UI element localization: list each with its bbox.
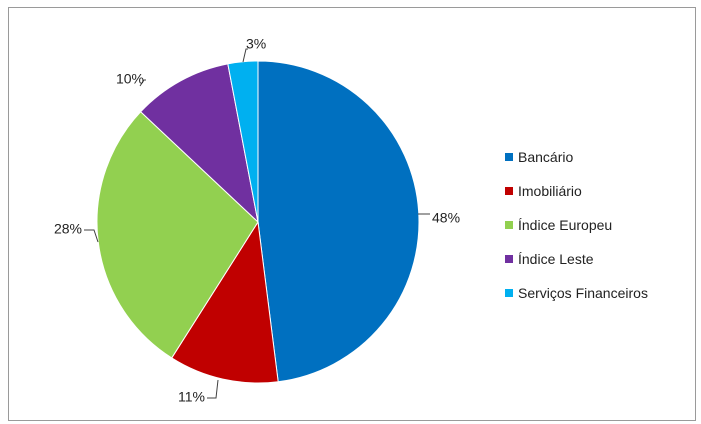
legend-swatch-0 xyxy=(505,153,513,161)
data-labels: 48% 11% 28% 10% 3% xyxy=(54,36,460,405)
leader-line-1 xyxy=(207,379,219,399)
legend-item-1: Imobiliário xyxy=(505,174,648,208)
legend-item-3: Índice Leste xyxy=(505,242,648,276)
legend-item-0: Bancário xyxy=(505,140,648,174)
leader-lines xyxy=(84,48,430,399)
legend-label-3: Índice Leste xyxy=(518,251,594,267)
legend-swatch-3 xyxy=(505,255,513,263)
legend-swatch-1 xyxy=(505,187,513,195)
data-label-0: 48% xyxy=(432,210,460,226)
legend-label-4: Serviços Financeiros xyxy=(518,285,648,301)
pie-slice-0 xyxy=(257,60,420,383)
leader-line-3 xyxy=(139,79,146,87)
legend-label-2: Índice Europeu xyxy=(518,217,613,233)
pie-slice-3 xyxy=(139,63,259,224)
legend: Bancário Imobiliário Índice Europeu Índice … xyxy=(505,140,648,310)
pie-slice-2 xyxy=(96,111,259,359)
leader-line-4 xyxy=(242,48,248,63)
data-label-1: 11% xyxy=(178,389,205,405)
legend-item-2: Índice Europeu xyxy=(505,208,648,242)
pie-slice-1 xyxy=(171,220,279,384)
legend-swatch-4 xyxy=(505,289,513,297)
data-label-3: 10% xyxy=(116,71,144,87)
data-label-2: 28% xyxy=(54,221,82,237)
legend-item-4: Serviços Financeiros xyxy=(505,276,648,310)
leader-line-2 xyxy=(84,229,99,243)
legend-swatch-2 xyxy=(505,221,513,229)
legend-label-0: Bancário xyxy=(518,149,574,165)
data-label-4: 3% xyxy=(246,36,266,52)
pie-slices xyxy=(96,60,420,384)
legend-label-1: Imobiliário xyxy=(518,183,582,199)
